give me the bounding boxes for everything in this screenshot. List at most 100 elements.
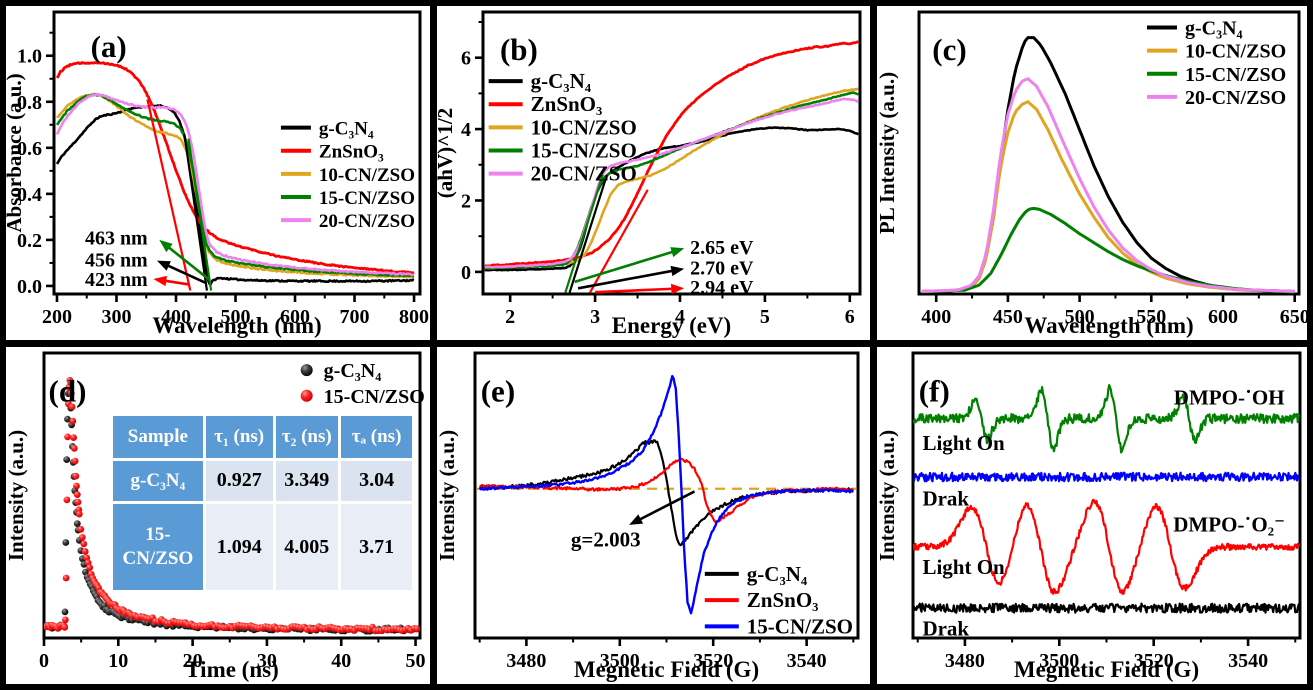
scatter-point bbox=[67, 378, 74, 386]
svg-text:600: 600 bbox=[280, 306, 310, 328]
svg-text:Absorbance (a.u.): Absorbance (a.u.) bbox=[6, 73, 26, 232]
annotation-arrow bbox=[164, 243, 211, 282]
svg-text:450: 450 bbox=[993, 306, 1023, 328]
annotation-text: Light On bbox=[922, 555, 1005, 579]
series-group bbox=[921, 36, 1295, 294]
annotation-arrowhead bbox=[670, 265, 685, 277]
series-15-CN/ZSO bbox=[478, 374, 854, 615]
svg-text:30: 30 bbox=[257, 650, 277, 672]
svg-text:4: 4 bbox=[675, 306, 685, 328]
svg-text:0: 0 bbox=[461, 262, 471, 284]
svg-text:0: 0 bbox=[39, 650, 49, 672]
svg-text:3500: 3500 bbox=[600, 650, 640, 672]
series-20-CN/ZSO bbox=[484, 97, 860, 269]
legend-label: 15-CN/ZSO bbox=[319, 188, 415, 209]
legend-label: 15-CN/ZSO bbox=[531, 138, 637, 162]
table-rowlabel-15cnzso: 15- CN/ZSO bbox=[112, 504, 203, 590]
legend-label: 20-CN/ZSO bbox=[319, 211, 415, 232]
svg-text:2: 2 bbox=[461, 190, 471, 212]
legend-label: ZnSnO₃ bbox=[319, 142, 384, 163]
axes: 3480 3500 3520 3540 Megnetic Field (G) Intens… bbox=[877, 430, 1297, 682]
svg-text:0.8: 0.8 bbox=[17, 92, 42, 114]
series-20-CN/ZSO bbox=[921, 77, 1295, 293]
panel-b: 2 3 4 5 6 0 2 4 6 Energy (eV) (ahV)^1/2 2.65 eV 2.70… bbox=[437, 6, 870, 340]
annotation-arrowhead bbox=[157, 260, 171, 271]
tangent-line bbox=[187, 138, 213, 291]
svg-text:20: 20 bbox=[183, 650, 203, 672]
table-cell: 1.094 bbox=[205, 504, 273, 590]
chart-a: 200 300 400 500 600 700 800 0.0 0.2 0.4 0.6 0.8 1.0 W… bbox=[6, 10, 429, 338]
panel-label: (b) bbox=[500, 32, 538, 67]
annotation-text: 423 nm bbox=[85, 269, 148, 291]
annotation-arrowhead bbox=[670, 247, 685, 258]
svg-text:Intensity (a.u.): Intensity (a.u.) bbox=[877, 430, 899, 561]
legend-label: ZnSnO₃ bbox=[747, 588, 819, 612]
panel-label: (c) bbox=[932, 32, 966, 67]
svg-text:3520: 3520 bbox=[1134, 650, 1174, 672]
table-cell: 4.005 bbox=[275, 504, 338, 590]
annotation-arrowhead bbox=[629, 514, 644, 525]
svg-text:50: 50 bbox=[406, 650, 426, 672]
panel-label: (a) bbox=[91, 29, 127, 64]
svg-text:3480: 3480 bbox=[506, 650, 546, 672]
svg-text:300: 300 bbox=[101, 306, 131, 328]
table-header-taua: τₐ (ns) bbox=[341, 415, 413, 458]
annotation-text: 456 nm bbox=[85, 249, 148, 271]
scatter-point bbox=[65, 384, 73, 391]
legend-label: ZnSnO₃ bbox=[531, 92, 603, 116]
legend-label: g-C₃N₄ bbox=[747, 562, 808, 586]
scatter-point bbox=[78, 534, 86, 541]
svg-text:5: 5 bbox=[760, 306, 770, 328]
scatter-point bbox=[63, 496, 71, 504]
panel-c: 400 450 500 550 600 650 Wavelength (nm) PL Inte… bbox=[877, 6, 1307, 340]
svg-text:Time (ns): Time (ns) bbox=[185, 657, 279, 682]
scatter-point bbox=[71, 457, 79, 465]
svg-text:3520: 3520 bbox=[693, 650, 733, 672]
scatter-point bbox=[80, 540, 88, 548]
chart-b: 2 3 4 5 6 0 2 4 6 Energy (eV) (ahV)^1/2 2.65 eV2.70… bbox=[437, 10, 862, 338]
scatter-point bbox=[62, 574, 70, 582]
svg-text:PL Intensity (a.u.): PL Intensity (a.u.) bbox=[877, 72, 899, 234]
svg-text:Energy (eV): Energy (eV) bbox=[612, 313, 731, 338]
annotation-text: DMPO-˙OH bbox=[1174, 386, 1285, 410]
svg-text:Wavelength (nm): Wavelength (nm) bbox=[1024, 313, 1193, 338]
panel-label: (e) bbox=[481, 373, 515, 408]
annotation-text: Drak bbox=[922, 616, 969, 640]
annotation-arrow bbox=[163, 262, 207, 285]
table-header-sample: Sample bbox=[112, 415, 203, 458]
svg-text:Intensity (a.u.): Intensity (a.u.) bbox=[437, 430, 459, 561]
svg-text:3540: 3540 bbox=[1228, 650, 1268, 672]
annotation-arrow bbox=[635, 490, 696, 523]
svg-text:Intensity (a.u.): Intensity (a.u.) bbox=[6, 430, 28, 561]
series-20-CN/ZSO bbox=[55, 92, 415, 277]
legend-label: 20-CN/ZSO bbox=[1185, 87, 1286, 109]
svg-text:550: 550 bbox=[1136, 306, 1166, 328]
legend-label: 15-CN/ZSO bbox=[747, 614, 853, 638]
axes: 0 10 20 30 40 50 Time (ns) Intensity (a.u.) bbox=[6, 430, 426, 682]
svg-text:6: 6 bbox=[461, 48, 471, 70]
legend-label: g-C₃N₄ bbox=[1185, 18, 1243, 40]
panel-label: (f) bbox=[919, 373, 950, 408]
annotation-text: Light On bbox=[922, 431, 1005, 455]
table-header-tau2: τ₂ (ns) bbox=[275, 415, 338, 458]
legend-marker bbox=[300, 389, 313, 402]
annotation-arrowhead bbox=[159, 239, 173, 253]
series-ZnSnO₃ bbox=[55, 61, 415, 275]
axes: 200 300 400 500 600 700 800 0.0 0.2 0.4 0.6 0.8 1.0 W… bbox=[6, 31, 429, 338]
panel-e: 3480 3500 3520 3540 Megnetic Field (G) Intens… bbox=[437, 347, 870, 684]
svg-text:3: 3 bbox=[590, 306, 600, 328]
annotation-text: 2.65 eV bbox=[690, 237, 754, 259]
scatter-point bbox=[73, 482, 80, 490]
series-g-C₃N₄ bbox=[55, 104, 415, 286]
series-group bbox=[478, 374, 854, 615]
scatter-point bbox=[70, 434, 77, 441]
series-group bbox=[44, 376, 420, 635]
panel-label: (d) bbox=[49, 373, 87, 408]
annotation-arrowhead bbox=[671, 283, 685, 295]
lifetime-table-grid: Sample τ₁ (ns) τ₂ (ns) τₐ (ns) g-C₃N₄ 0.… bbox=[110, 413, 415, 593]
svg-text:Megnetic Field (G): Megnetic Field (G) bbox=[1014, 657, 1199, 682]
series-DMPO-˙O₂⁻ Light On bbox=[913, 498, 1300, 595]
